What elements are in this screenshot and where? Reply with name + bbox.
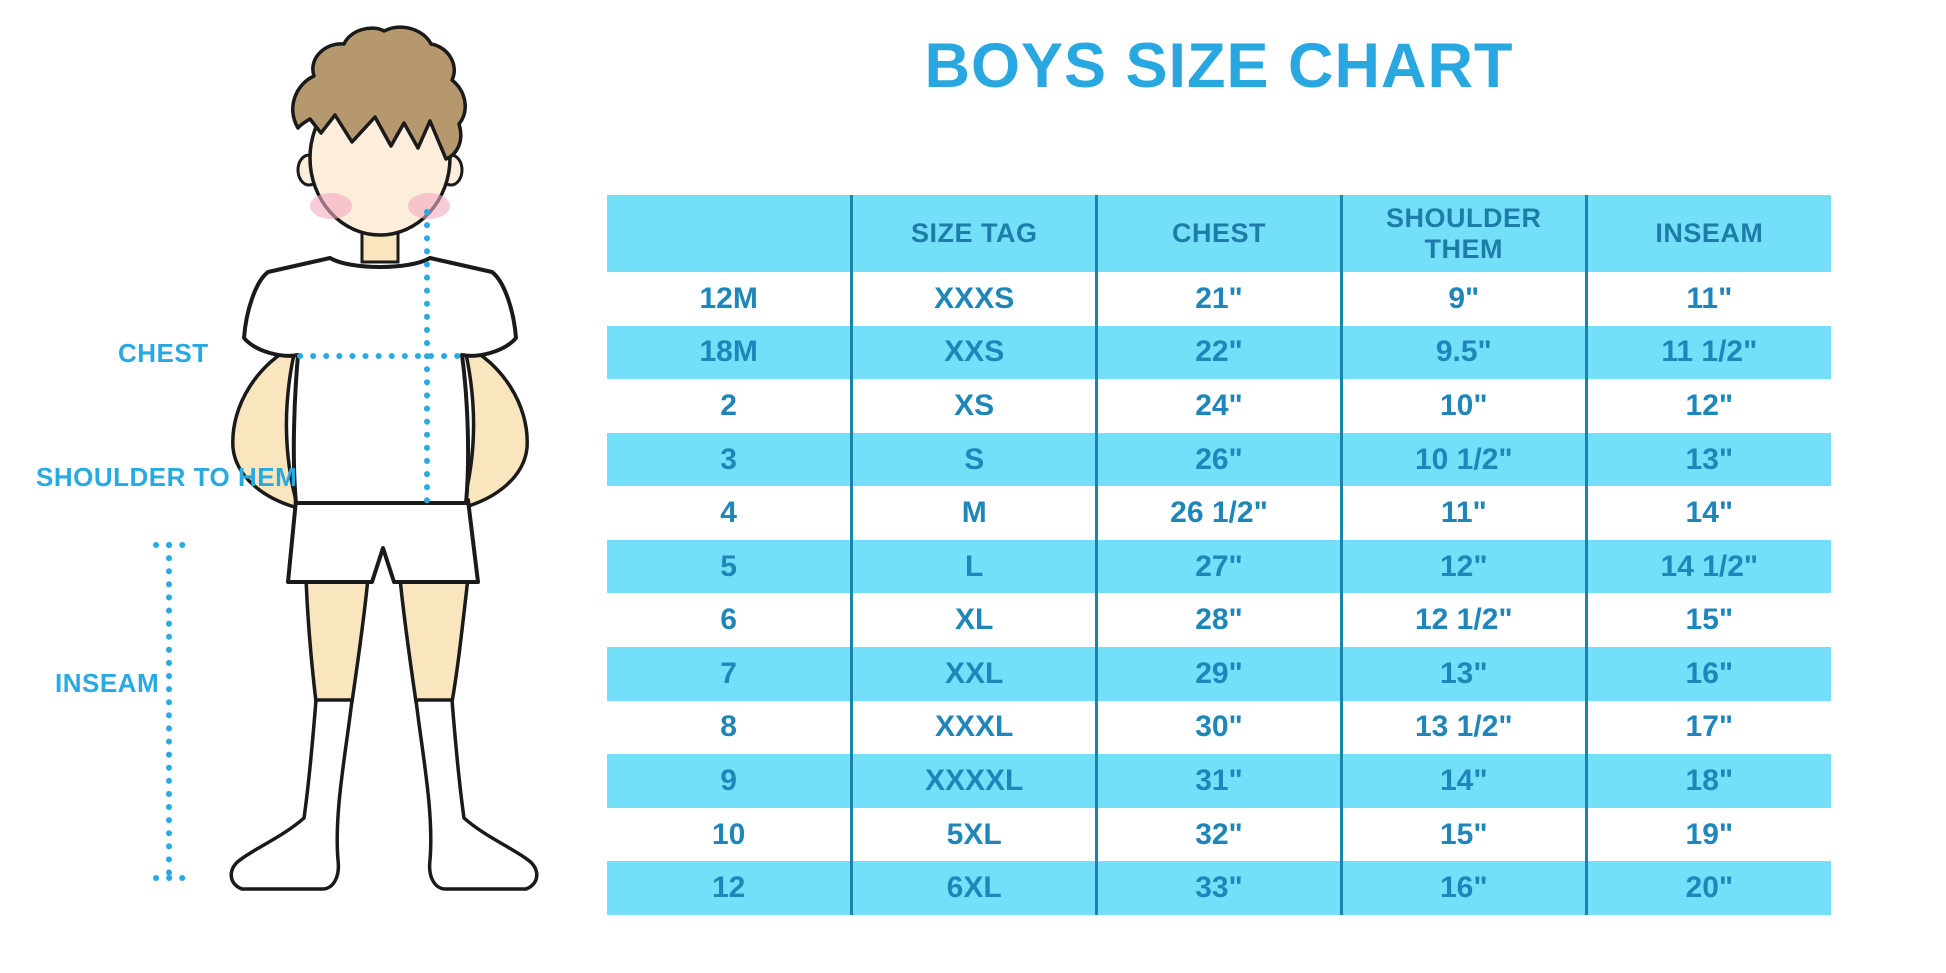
table-cell: 15" (1339, 807, 1587, 862)
table-cell: 30" (1095, 700, 1342, 755)
table-cell: 16" (1339, 861, 1587, 915)
table-row: 12M XXXS 21" 9" 11" (607, 272, 1831, 326)
table-cell: 14" (1584, 486, 1831, 540)
table-cell: 5XL (850, 807, 1097, 862)
table-cell: 15" (1584, 593, 1831, 648)
table-cell: 9.5" (1339, 325, 1587, 380)
table-cell: 4 (607, 486, 852, 540)
table-row: 6 XL 28" 12 1/2" 15" (607, 593, 1831, 648)
col-header-shoulder-them: SHOULDER THEM (1339, 195, 1587, 272)
table-row: 8 XXXL 30" 13 1/2" 17" (607, 700, 1831, 755)
table-cell: 7 (607, 647, 852, 701)
table-cell: 11" (1584, 272, 1831, 326)
table-cell: 10 (607, 807, 852, 862)
table-cell: XXS (850, 325, 1097, 380)
table-row: 3 S 26" 10 1/2" 13" (607, 432, 1831, 487)
table-cell: XXXS (850, 272, 1097, 326)
table-cell: 3 (607, 432, 852, 487)
chest-label: CHEST (118, 338, 209, 368)
boy-illustration (153, 25, 539, 891)
table-row: 18M XXS 22" 9.5" 11 1/2" (607, 325, 1831, 380)
table-cell: 8 (607, 700, 852, 755)
table-cell: 11" (1339, 486, 1587, 540)
table-cell: XXXXL (850, 754, 1097, 808)
table-cell: XXL (850, 647, 1097, 701)
table-cell: 18M (607, 325, 852, 380)
boy-blush-right (408, 193, 450, 219)
table-cell: 14 1/2" (1584, 539, 1831, 594)
table-cell: 33" (1095, 861, 1342, 915)
table-cell: S (850, 432, 1097, 487)
table-cell: 32" (1095, 807, 1342, 862)
col-header-inseam: INSEAM (1584, 195, 1831, 272)
table-cell: 12" (1584, 379, 1831, 433)
size-table-body: 12M XXXS 21" 9" 11" 18M XXS 22" 9.5" 11 1/2" 2 XS 24… (607, 272, 1831, 915)
col-header-size (607, 195, 852, 272)
table-cell: 13 1/2" (1339, 700, 1587, 755)
table-cell: 24" (1095, 379, 1342, 433)
table-cell: 10 1/2" (1339, 432, 1587, 487)
table-cell: 12 1/2" (1339, 593, 1587, 648)
table-cell: 28" (1095, 593, 1342, 648)
table-cell: 14" (1339, 754, 1587, 808)
table-row: 10 5XL 32" 15" 19" (607, 807, 1831, 862)
table-cell: 26 1/2" (1095, 486, 1342, 540)
table-cell: M (850, 486, 1097, 540)
table-row: 4 M 26 1/2" 11" 14" (607, 486, 1831, 540)
table-row: 5 L 27" 12" 14 1/2" (607, 539, 1831, 594)
table-cell: 29" (1095, 647, 1342, 701)
table-cell: XL (850, 593, 1097, 648)
table-cell: 31" (1095, 754, 1342, 808)
table-cell: 12" (1339, 539, 1587, 594)
boy-leg-right (398, 576, 470, 704)
boy-shorts (286, 498, 480, 584)
boy-arm-right (459, 341, 529, 511)
table-cell: 26" (1095, 432, 1342, 487)
table-cell: 5 (607, 539, 852, 594)
boy-leg-left (304, 576, 370, 704)
table-cell: 16" (1584, 647, 1831, 701)
size-table: SIZE TAG CHEST SHOULDER THEM INSEAM 12M X… (607, 195, 1831, 915)
table-cell: 21" (1095, 272, 1342, 326)
table-cell: 18" (1584, 754, 1831, 808)
table-row: 7 XXL 29" 13" 16" (607, 647, 1831, 701)
table-cell: L (850, 539, 1097, 594)
col-header-chest: CHEST (1095, 195, 1342, 272)
table-cell: 17" (1584, 700, 1831, 755)
boy-arm-left (231, 341, 301, 511)
table-cell: 9" (1339, 272, 1587, 326)
table-cell: 10" (1339, 379, 1587, 433)
table-cell: 13" (1584, 432, 1831, 487)
boy-hair (291, 25, 467, 161)
table-cell: 9 (607, 754, 852, 808)
table-row: 2 XS 24" 10" 12" (607, 379, 1831, 433)
table-cell: 2 (607, 379, 852, 433)
table-cell: 6XL (850, 861, 1097, 915)
table-cell: XS (850, 379, 1097, 433)
col-header-size-tag: SIZE TAG (850, 195, 1097, 272)
table-cell: 6 (607, 593, 852, 648)
table-cell: 19" (1584, 807, 1831, 862)
table-cell: XXXL (850, 700, 1097, 755)
boy-sock-right (414, 698, 539, 891)
table-cell: 12M (607, 272, 852, 326)
boy-sock-left (229, 698, 354, 891)
boy-tshirt (242, 256, 518, 505)
table-cell: 27" (1095, 539, 1342, 594)
table-cell: 22" (1095, 325, 1342, 380)
table-cell: 12 (607, 861, 852, 915)
measurement-figure: CHEST SHOULDER TO HEM INSEAM (0, 0, 560, 973)
shoulder-to-hem-label: SHOULDER TO HEM (36, 462, 298, 492)
inseam-label: INSEAM (55, 668, 160, 698)
table-cell: 11 1/2" (1584, 325, 1831, 380)
table-row: 12 6XL 33" 16" 20" (607, 861, 1831, 915)
table-cell: 20" (1584, 861, 1831, 915)
table-row: 9 XXXXL 31" 14" 18" (607, 754, 1831, 808)
boy-blush-left (310, 193, 352, 219)
table-header-row: SIZE TAG CHEST SHOULDER THEM INSEAM (607, 195, 1831, 272)
table-cell: 13" (1339, 647, 1587, 701)
page-title: BOYS SIZE CHART (924, 31, 1514, 101)
